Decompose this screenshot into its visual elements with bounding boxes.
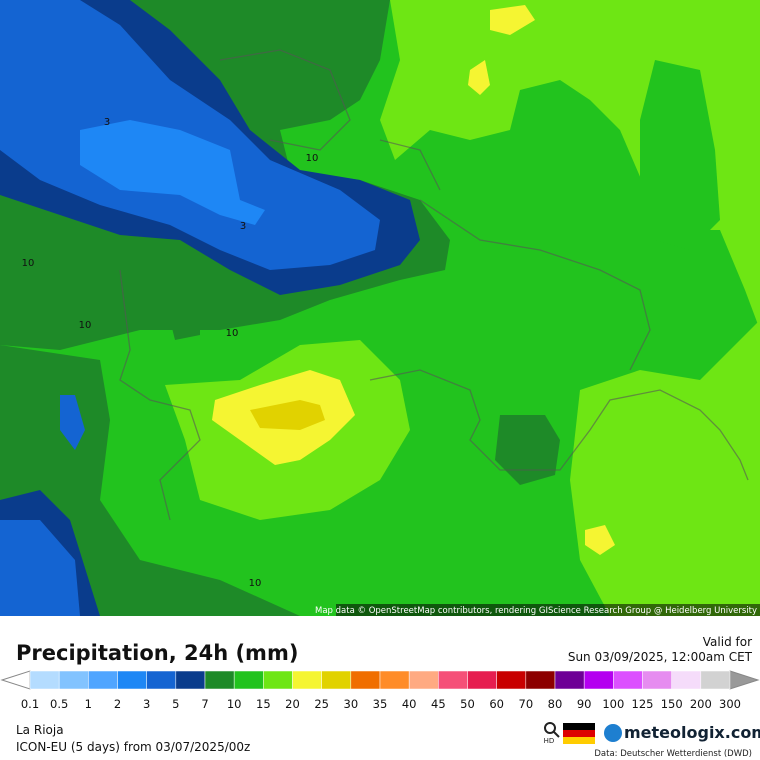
legend-tick: 80 bbox=[548, 697, 563, 711]
model-run: ICON-EU (5 days) from 03/07/2025/00z bbox=[16, 740, 250, 754]
legend-tick: 45 bbox=[431, 697, 446, 711]
contour-label: 3 bbox=[104, 117, 110, 128]
contour-label: 3 bbox=[240, 221, 246, 232]
title: Precipitation, 24h (mm) bbox=[16, 641, 298, 665]
legend-swatch bbox=[467, 670, 497, 690]
legend-swatch bbox=[58, 670, 89, 690]
legend-swatch bbox=[583, 670, 614, 690]
legend-swatch bbox=[175, 670, 206, 690]
legend-swatch bbox=[438, 670, 468, 690]
valid-label: Valid for bbox=[703, 635, 752, 649]
legend-tick: 30 bbox=[344, 697, 359, 711]
attribution: Map data © OpenStreetMap contributors, r… bbox=[315, 606, 757, 616]
legend-swatch bbox=[29, 670, 60, 690]
legend-tick: 3 bbox=[143, 697, 150, 711]
contour-label: 10 bbox=[306, 153, 319, 164]
legend-swatch bbox=[321, 670, 352, 690]
contour-label: 10 bbox=[226, 328, 239, 339]
legend-swatch bbox=[117, 670, 147, 690]
region: La Rioja bbox=[16, 723, 64, 737]
legend-tick: 40 bbox=[402, 697, 417, 711]
legend-tick: 20 bbox=[285, 697, 300, 711]
valid-time: Sun 03/09/2025, 12:00am CET bbox=[568, 650, 753, 664]
legend-tick: 35 bbox=[373, 697, 388, 711]
legend-swatch bbox=[88, 670, 118, 690]
legend-swatch bbox=[379, 670, 410, 690]
legend-swatch bbox=[292, 670, 322, 690]
legend-tick: 70 bbox=[519, 697, 534, 711]
legend-tick: 200 bbox=[690, 697, 712, 711]
legend-swatch bbox=[642, 670, 672, 690]
legend-tick: 25 bbox=[314, 697, 329, 711]
legend-swatch bbox=[700, 670, 731, 690]
legend-tick: 90 bbox=[577, 697, 592, 711]
legend-swatch bbox=[671, 670, 702, 690]
legend-tick: 50 bbox=[460, 697, 475, 711]
legend-tick: 125 bbox=[632, 697, 654, 711]
legend-tick: 150 bbox=[661, 697, 683, 711]
legend-tick: 0.1 bbox=[21, 697, 39, 711]
contour-label: 10 bbox=[79, 320, 92, 331]
legend-swatch bbox=[525, 670, 556, 690]
hd-label: HD bbox=[544, 737, 555, 745]
data-source: Data: Deutscher Wetterdienst (DWD) bbox=[594, 749, 752, 759]
legend-swatch bbox=[263, 670, 293, 690]
legend-panel: Precipitation, 24h (mm) Valid for Sun 03… bbox=[0, 635, 760, 759]
legend-tick: 7 bbox=[201, 697, 208, 711]
legend-swatch bbox=[146, 670, 177, 690]
legend-swatch bbox=[554, 670, 585, 690]
legend-tick: 2 bbox=[114, 697, 121, 711]
legend-tick: 5 bbox=[172, 697, 179, 711]
legend-tick: 300 bbox=[719, 697, 741, 711]
legend-tick: 10 bbox=[227, 697, 242, 711]
legend-tick: 0.5 bbox=[50, 697, 68, 711]
legend-tick: 15 bbox=[256, 697, 271, 711]
legend-swatch bbox=[233, 670, 264, 690]
brand: meteologix.com bbox=[624, 723, 760, 742]
legend-tick: 60 bbox=[489, 697, 504, 711]
legend-swatch bbox=[613, 670, 643, 690]
contour-label: 10 bbox=[249, 578, 262, 589]
legend-tick: 1 bbox=[85, 697, 92, 711]
legend-tick: 100 bbox=[602, 697, 624, 711]
legend-swatch bbox=[204, 670, 235, 690]
map: 3 10 3 10 10 10 10 Map data © OpenStreet… bbox=[0, 0, 760, 616]
legend-swatch bbox=[350, 670, 381, 690]
legend-swatch bbox=[496, 670, 527, 690]
legend-swatch bbox=[408, 670, 439, 690]
contour-label: 10 bbox=[22, 258, 35, 269]
